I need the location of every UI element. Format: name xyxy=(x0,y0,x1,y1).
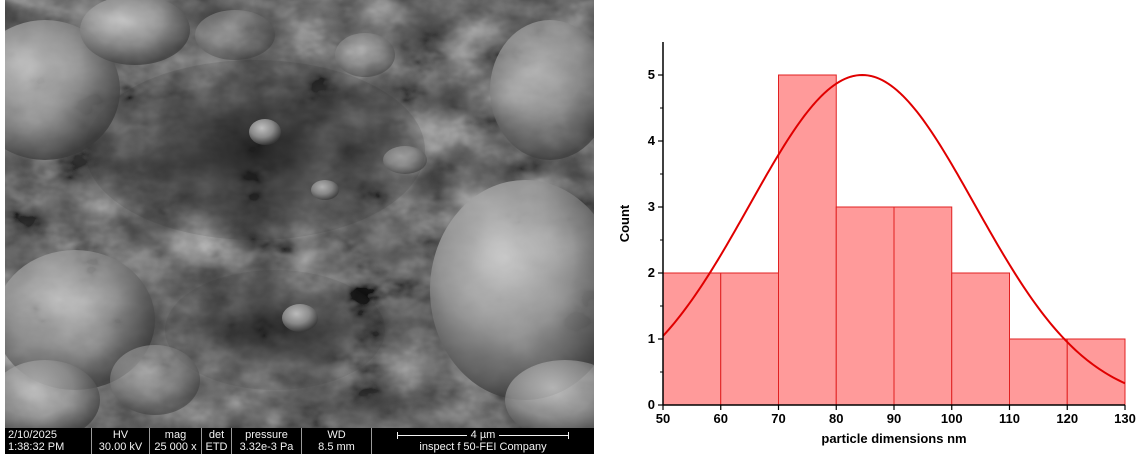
x-tick-label: 120 xyxy=(1056,411,1078,426)
histogram-bar-6 xyxy=(1009,338,1068,406)
histogram-bar-0 xyxy=(662,272,722,406)
y-tick-label: 2 xyxy=(648,265,655,280)
scale-bar-label: 4 µm xyxy=(470,429,496,441)
info-pressure: pressure 3.32e-3 Pa xyxy=(232,428,302,454)
histogram-bar-5 xyxy=(951,272,1010,406)
info-wd-label: WD xyxy=(327,429,346,441)
x-ticks: 50 60 70 80 90 100 110 120 130 xyxy=(656,405,1136,426)
y-tick-label: 4 xyxy=(648,133,656,148)
scale-bar-line-right xyxy=(499,431,570,439)
scale-bar: 4 µm xyxy=(396,429,570,441)
sem-micrograph-panel: 2/10/2025 1:38:32 PM HV 30.00 kV mag 25 … xyxy=(5,0,594,454)
y-tick-label: 3 xyxy=(648,199,655,214)
x-tick-label: 130 xyxy=(1114,411,1136,426)
histogram-bar-3 xyxy=(835,206,895,406)
info-hv-label: HV xyxy=(112,429,129,441)
histogram-bars xyxy=(662,74,1126,406)
x-tick-label: 80 xyxy=(829,411,843,426)
x-axis-label: particle dimensions nm xyxy=(821,431,966,446)
histogram-bar-2 xyxy=(778,74,837,406)
info-hv: HV 30.00 kV xyxy=(92,428,150,454)
x-tick-label: 70 xyxy=(771,411,785,426)
info-det-value: ETD xyxy=(205,441,228,453)
info-pressure-label: pressure xyxy=(245,429,288,441)
histogram-chart: 50 60 70 80 90 100 110 120 130 0 1 2 3 4 5 particle d… xyxy=(617,42,1136,446)
normal-fit-curve xyxy=(662,73,1126,385)
info-mag: mag 25 000 x xyxy=(150,428,202,454)
info-wd: WD 8.5 mm xyxy=(302,428,372,454)
info-pressure-value: 3.32e-3 Pa xyxy=(239,441,294,453)
info-datetime: 2/10/2025 1:38:32 PM xyxy=(5,428,92,454)
y-axis-label: Count xyxy=(617,204,632,242)
info-time: 1:38:32 PM xyxy=(8,441,65,453)
info-wd-value: 8.5 mm xyxy=(318,441,355,453)
info-mag-value: 25 000 x xyxy=(154,441,197,453)
sem-micrograph-image xyxy=(5,0,594,428)
y-tick-label: 1 xyxy=(648,331,655,346)
histogram-panel: 50 60 70 80 90 100 110 120 130 0 1 2 3 4 5 particle d… xyxy=(605,0,1142,454)
info-det-label: det xyxy=(208,429,225,441)
x-tick-label: 50 xyxy=(656,411,670,426)
x-tick-label: 90 xyxy=(887,411,901,426)
x-tick-label: 60 xyxy=(714,411,728,426)
info-scale: 4 µm inspect f 50-FEI Company xyxy=(372,428,594,454)
sem-info-bar: 2/10/2025 1:38:32 PM HV 30.00 kV mag 25 … xyxy=(5,428,594,454)
histogram-bar-7 xyxy=(1066,338,1126,406)
scale-bar-line-left xyxy=(396,431,467,439)
info-hv-value: 30.00 kV xyxy=(98,441,143,453)
y-tick-label: 0 xyxy=(648,397,655,412)
info-det: det ETD xyxy=(202,428,232,454)
y-tick-label: 5 xyxy=(648,67,655,82)
info-mag-label: mag xyxy=(164,429,187,441)
info-instrument: inspect f 50-FEI Company xyxy=(419,441,547,453)
info-date: 2/10/2025 xyxy=(8,429,57,441)
histogram-bar-1 xyxy=(720,272,779,406)
y-ticks: 0 1 2 3 4 5 xyxy=(648,67,663,412)
histogram-bar-4 xyxy=(893,206,953,406)
x-tick-label: 110 xyxy=(999,411,1020,426)
x-tick-label: 100 xyxy=(941,411,963,426)
